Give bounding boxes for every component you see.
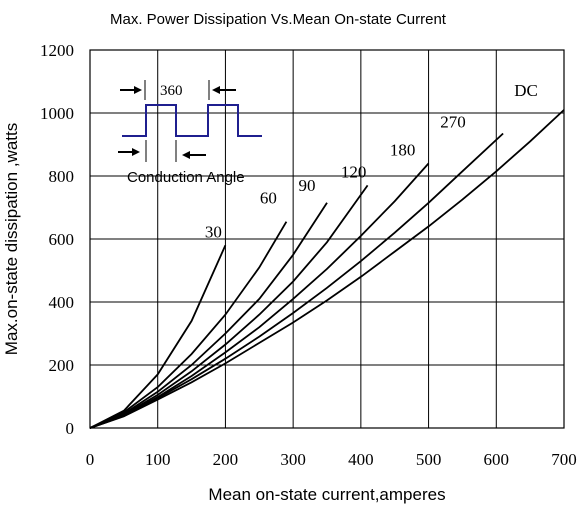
series-labels: 30 60 90 120 180 270 DC <box>205 81 538 241</box>
series-curve-120 <box>89 184 369 429</box>
series-curve-dc <box>89 109 565 429</box>
chart-title: Max. Power Dissipation Vs.Mean On-state … <box>110 11 447 28</box>
series-curve-60 <box>89 221 288 429</box>
series-curves <box>89 109 565 429</box>
period-arrowhead-right <box>212 86 220 94</box>
y-tick-label: 400 <box>49 293 75 312</box>
conduction-arrowhead-left <box>132 148 140 156</box>
x-tick-label: 500 <box>416 450 442 469</box>
y-tick-label: 0 <box>66 419 75 438</box>
series-label-270: 270 <box>440 112 466 131</box>
y-tick-label: 1200 <box>40 41 74 60</box>
series-curve-90 <box>89 202 328 429</box>
series-curve-30 <box>89 244 227 429</box>
x-tick-labels: 0 100 200 300 400 500 600 700 <box>86 450 577 469</box>
period-label: 360 <box>160 83 183 99</box>
grid <box>90 50 564 428</box>
y-tick-label: 600 <box>49 230 75 249</box>
series-label-30: 30 <box>205 222 222 241</box>
series-label-90: 90 <box>299 176 316 195</box>
x-axis-label: Mean on-state current,amperes <box>208 485 445 504</box>
x-tick-label: 300 <box>280 450 306 469</box>
conduction-angle-inset: 360 Conduction Angle <box>118 80 262 186</box>
series-label-120: 120 <box>341 162 367 181</box>
period-arrowhead-left <box>134 86 142 94</box>
series-label-dc: DC <box>514 81 538 100</box>
y-tick-label: 1000 <box>40 104 74 123</box>
x-tick-label: 600 <box>484 450 510 469</box>
y-tick-label: 200 <box>49 356 75 375</box>
x-tick-label: 100 <box>145 450 171 469</box>
y-tick-label: 800 <box>49 167 75 186</box>
series-curve-270 <box>89 132 504 429</box>
y-tick-labels: 0 200 400 600 800 1000 1200 <box>40 41 74 438</box>
x-tick-label: 200 <box>213 450 239 469</box>
y-axis-label: Max.on-state dissipation ,watts <box>2 123 21 355</box>
series-label-60: 60 <box>260 189 277 208</box>
conduction-waveform <box>122 104 262 137</box>
conduction-angle-label: Conduction Angle <box>127 169 245 186</box>
x-tick-label: 0 <box>86 450 95 469</box>
conduction-arrowhead-right <box>182 151 190 159</box>
plot-frame <box>89 49 565 429</box>
series-label-180: 180 <box>390 140 416 159</box>
x-tick-label: 400 <box>348 450 374 469</box>
x-tick-label: 700 <box>551 450 577 469</box>
